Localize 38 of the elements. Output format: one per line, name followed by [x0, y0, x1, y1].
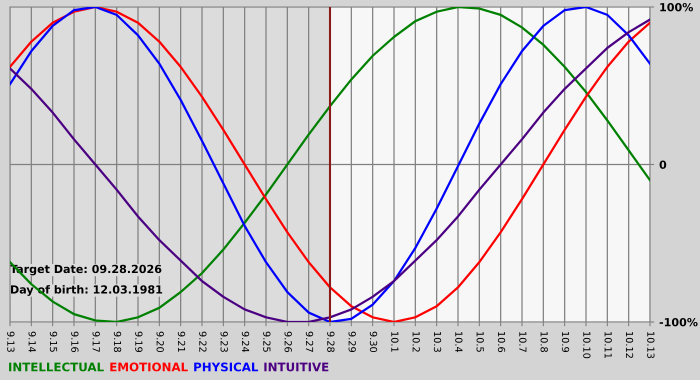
- x-tick-label: 10.7: [519, 332, 527, 352]
- x-tick-label: 10.9: [562, 332, 570, 352]
- x-tick-label: 9.23: [220, 332, 228, 352]
- text: INTELLECTUAL: [9, 362, 104, 372]
- x-tick-label: 10.8: [540, 332, 548, 352]
- x-tick-label: 9.24: [242, 332, 250, 352]
- x-tick-label: 9.21: [178, 332, 186, 352]
- text: PHYSICAL: [194, 362, 258, 372]
- text: EMOTIONAL: [110, 362, 188, 372]
- y-tick-label: 0: [660, 160, 666, 169]
- y-tick-label: 100%: [660, 2, 693, 12]
- x-tick-label: 10.4: [455, 332, 463, 352]
- x-tick-label: 9.13: [7, 332, 15, 352]
- x-tick-label: 9.18: [114, 332, 122, 352]
- x-tick-label: 10.10: [583, 332, 591, 358]
- x-tick-label: 9.30: [370, 332, 378, 352]
- x-tick-label: 9.27: [306, 332, 314, 352]
- x-tick-label: 9.20: [156, 332, 164, 352]
- x-tick-label: 9.29: [348, 332, 356, 352]
- x-tick-label: 10.2: [412, 332, 420, 352]
- text: INTUITIVE: [264, 362, 328, 372]
- x-tick-label: 9.25: [263, 332, 271, 352]
- x-tick-label: 10.12: [626, 332, 634, 358]
- x-tick-label: 10.1: [391, 332, 399, 352]
- x-tick-label: 9.14: [28, 332, 36, 352]
- x-tick-label: 9.16: [71, 332, 79, 352]
- x-tick-label: 9.28: [327, 332, 335, 352]
- x-tick-label: 10.6: [498, 332, 506, 352]
- x-tick-label: 10.3: [434, 332, 442, 352]
- x-tick-label: 10.5: [476, 332, 484, 352]
- x-tick-label: 9.15: [50, 332, 58, 352]
- x-tick-label: 9.17: [92, 332, 100, 352]
- y-tick-label: -100%: [660, 318, 698, 326]
- x-tick-label: 10.11: [604, 332, 612, 358]
- x-tick-label: 9.19: [135, 332, 143, 352]
- x-tick-label: 9.22: [199, 332, 207, 352]
- x-tick-label: 9.26: [284, 332, 292, 352]
- x-tick-label: 10.13: [647, 332, 655, 358]
